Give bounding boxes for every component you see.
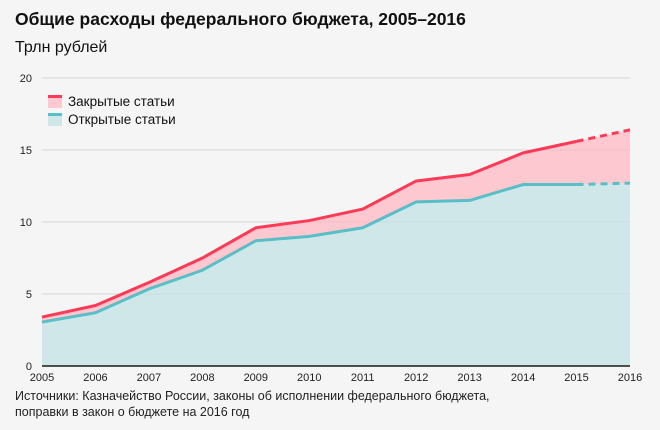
x-tick-label: 2011: [351, 372, 375, 384]
x-tick-label: 2008: [190, 372, 214, 384]
x-tick-label: 2007: [137, 372, 161, 384]
x-tick-label: 2006: [83, 372, 107, 384]
series-line-projected-open: [576, 181, 631, 187]
source-note: Источники: Казначейство России, законы о…: [15, 388, 490, 420]
area-open: [42, 183, 630, 366]
y-tick-label: 5: [26, 289, 32, 301]
legend-swatch: [48, 95, 62, 108]
legend-label: Закрытые статьи: [68, 94, 175, 109]
legend-swatch: [48, 113, 62, 126]
source-line-2: поправки в закон о бюджете на 2016 год: [15, 405, 250, 419]
source-line-1: Источники: Казначейство России, законы о…: [15, 389, 490, 403]
chart-subtitle: Трлн рублей: [15, 39, 108, 56]
x-tick-label: 2005: [30, 372, 54, 384]
x-tick-label: 2010: [297, 372, 321, 384]
y-tick-label: 15: [20, 145, 32, 157]
x-tick-label: 2009: [244, 372, 268, 384]
y-tick-label: 10: [20, 217, 32, 229]
x-tick-label: 2013: [457, 372, 481, 384]
y-tick-label: 20: [20, 73, 32, 85]
series-line-projected-closed: [576, 128, 631, 143]
x-tick-label: 2012: [404, 372, 428, 384]
legend-label: Открытые статьи: [68, 112, 176, 127]
x-tick-label: 2016: [618, 372, 642, 384]
x-tick-label: 2014: [511, 372, 535, 384]
y-tick-label: 0: [26, 361, 32, 373]
x-tick-label: 2015: [564, 372, 588, 384]
chart-title: Общие расходы федерального бюджета, 2005…: [15, 9, 466, 29]
